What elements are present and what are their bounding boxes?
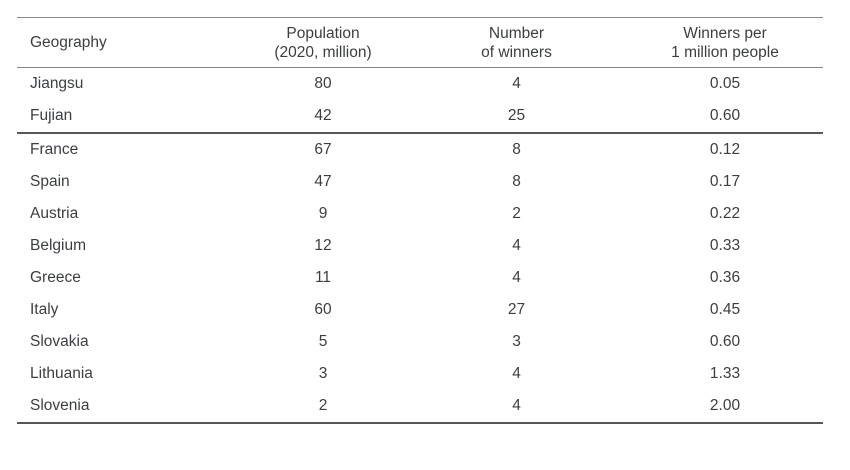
- cell-winners: 3: [512, 333, 521, 350]
- cell-geography: Greece: [30, 269, 81, 286]
- table-row-belgium: Belgium 12 4 0.33: [17, 230, 823, 262]
- table-row-jiangsu: Jiangsu 80 4 0.05: [17, 68, 823, 101]
- table-row-slovenia: Slovenia 2 4 2.00: [17, 390, 823, 424]
- cell-population: 42: [240, 100, 406, 134]
- cell-geography: Slovenia: [17, 390, 240, 424]
- cell-winners-per-million: 0.22: [709, 205, 741, 222]
- cell-population: 3: [318, 365, 328, 382]
- cell-geography: Fujian: [17, 100, 240, 134]
- cell-geography: Austria: [30, 205, 79, 222]
- column-header-geography: Geography: [17, 17, 240, 68]
- cell-winners-per-million: 0.36: [709, 269, 741, 286]
- cell-geography: Italy: [30, 301, 59, 318]
- cell-winners-per-million: 0.45: [709, 301, 741, 318]
- cell-geography: France: [30, 141, 79, 158]
- cell-winners-per-million: 2.00: [627, 390, 823, 424]
- cell-geography: Jiangsu: [30, 75, 84, 92]
- cell-winners: 2: [512, 205, 521, 222]
- cell-winners: 4: [512, 269, 521, 286]
- table-row-france: France 67 8 0.12: [17, 133, 823, 166]
- cell-winners: 4: [512, 237, 521, 254]
- cell-population: 60: [314, 301, 332, 318]
- table-row-slovakia: Slovakia 5 3 0.60: [17, 326, 823, 358]
- cell-population: 9: [318, 205, 328, 222]
- table-row-italy: Italy 60 27 0.45: [17, 294, 823, 326]
- cell-winners-per-million: 0.60: [627, 100, 823, 134]
- cell-winners-per-million: 1.33: [709, 365, 741, 382]
- cell-winners: 4: [512, 365, 521, 382]
- cell-winners: 4: [406, 390, 627, 424]
- cell-geography: Belgium: [30, 237, 86, 254]
- table-body: Jiangsu 80 4 0.05 Fujian 42 25 0.60 Fran…: [17, 68, 823, 424]
- cell-winners-per-million: 0.17: [709, 173, 741, 190]
- cell-winners: 27: [507, 301, 526, 318]
- cell-winners: 4: [512, 75, 521, 92]
- winners-table-container: Geography Population (2020, million) Num…: [17, 17, 823, 424]
- winners-table: Geography Population (2020, million) Num…: [17, 17, 823, 424]
- table-row-lithuania: Lithuania 3 4 1.33: [17, 358, 823, 390]
- cell-winners: 25: [406, 100, 627, 134]
- cell-winners: 8: [512, 173, 521, 190]
- cell-population: 5: [318, 333, 328, 350]
- cell-winners-per-million: 0.05: [709, 75, 741, 92]
- cell-geography: Slovakia: [30, 333, 89, 350]
- column-header-number-of-winners: Number of winners: [406, 17, 627, 68]
- cell-population: 2: [240, 390, 406, 424]
- header-row: Geography Population (2020, million) Num…: [17, 17, 823, 68]
- cell-winners-per-million: 0.60: [709, 333, 741, 350]
- cell-geography: Lithuania: [30, 365, 93, 382]
- cell-winners-per-million: 0.33: [709, 237, 741, 254]
- column-header-population: Population (2020, million): [240, 17, 406, 68]
- table-header: Geography Population (2020, million) Num…: [17, 17, 823, 68]
- cell-population: 67: [314, 141, 332, 158]
- cell-population: 12: [314, 237, 332, 254]
- cell-winners: 8: [512, 141, 521, 158]
- table-row-spain: Spain 47 8 0.17: [17, 166, 823, 198]
- table-row-greece: Greece 11 4 0.36: [17, 262, 823, 294]
- cell-population: 11: [314, 269, 332, 286]
- table-row-fujian: Fujian 42 25 0.60: [17, 100, 823, 134]
- table-row-austria: Austria 9 2 0.22: [17, 198, 823, 230]
- cell-population: 80: [314, 75, 332, 92]
- cell-geography: Spain: [30, 173, 70, 190]
- column-header-winners-per-million: Winners per 1 million people: [627, 17, 823, 68]
- cell-winners-per-million: 0.12: [709, 141, 741, 158]
- cell-population: 47: [314, 173, 332, 190]
